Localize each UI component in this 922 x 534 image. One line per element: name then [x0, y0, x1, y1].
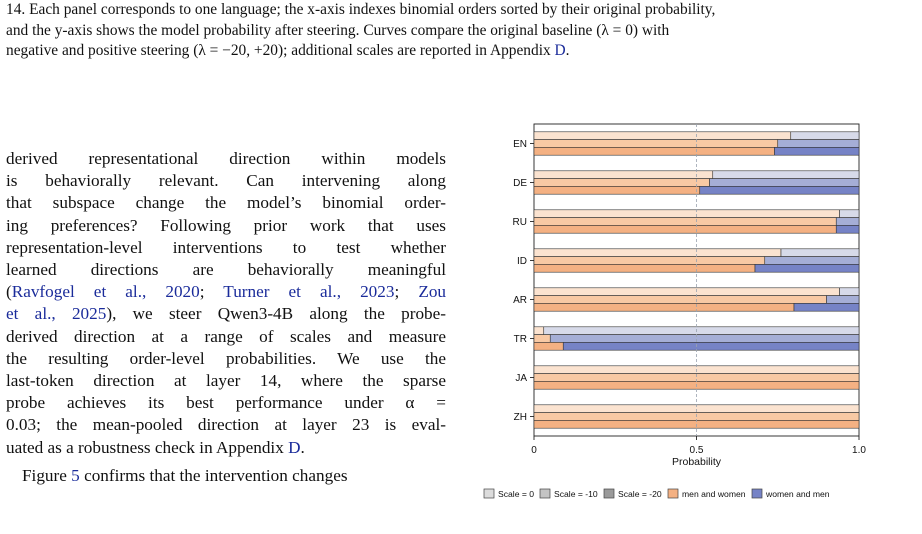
chart-svg: EN DE RU ID AR TR JA ZH 0 0.5 1.0 Probability Scale …: [483, 123, 866, 499]
bar-women-and-men: [562, 342, 860, 351]
bar-men-and-women: [533, 217, 837, 226]
x-tick-label: 1.0: [852, 445, 866, 456]
bar-women-and-men: [839, 287, 860, 296]
body-text: Figure: [22, 465, 72, 485]
y-tick-label: RU: [513, 217, 527, 228]
bar-men-and-women: [533, 334, 551, 343]
bar-men-and-women: [533, 225, 837, 234]
legend-swatch: [667, 488, 679, 499]
bar-women-and-men: [712, 170, 860, 179]
body-line: (Ravfogel et al., 2020; Turner et al., 2…: [6, 281, 446, 303]
body-text: uated as a robustness check in Appendix: [6, 437, 289, 457]
body-line: learned directions are behaviorally mean…: [6, 260, 446, 280]
x-axis-label: Probability: [672, 456, 722, 468]
caption-text: .: [565, 42, 570, 59]
figure-caption: 14. Each panel corresponds to one langua…: [6, 0, 918, 62]
body-line: is behaviorally relevant. Can intervenin…: [6, 171, 446, 191]
bar-women-and-men: [764, 256, 860, 265]
bar-women-and-men: [777, 139, 860, 148]
legend-label: men and women: [682, 489, 746, 499]
body-line: that subspace change the model’s binomia…: [6, 193, 446, 213]
bar-men-and-women: [533, 287, 840, 296]
caption-text: negative and positive steering (λ = −20,…: [6, 42, 555, 59]
body-line: derived direction at a range of scales a…: [6, 326, 446, 346]
body-text: .: [300, 437, 305, 457]
appendix-link[interactable]: D: [554, 42, 566, 59]
legend-label: women and men: [765, 489, 830, 499]
citation-link[interactable]: Turner et al., 2023: [223, 282, 395, 302]
y-tick-label: EN: [513, 139, 527, 150]
bar-women-and-men: [790, 131, 860, 140]
bar-women-and-men: [754, 264, 860, 273]
legend-swatch: [751, 488, 763, 499]
figure-link[interactable]: 5: [71, 465, 80, 485]
bar-women-and-men: [839, 209, 860, 218]
legend-label: Scale = 0: [498, 489, 534, 499]
body-text: ;: [394, 282, 419, 302]
bar-women-and-men: [826, 295, 860, 304]
legend-label: Scale = -10: [554, 489, 598, 499]
caption-line: 14. Each panel corresponds to one langua…: [6, 1, 716, 18]
bar-men-and-women: [533, 303, 795, 312]
bar-women-and-men: [549, 334, 860, 343]
x-tick-label: 0: [531, 445, 537, 456]
body-text: (: [6, 282, 12, 302]
body-line: uated as a robustness check in Appendix …: [6, 437, 446, 459]
legend-swatch: [603, 488, 615, 499]
appendix-link[interactable]: D: [288, 437, 301, 457]
y-tick-label: DE: [513, 178, 527, 189]
citation-link[interactable]: Zou: [418, 282, 447, 302]
bar-men-and-women: [533, 209, 840, 218]
y-tick-label: ZH: [514, 412, 527, 423]
bar-women-and-men: [835, 225, 860, 234]
bar-men-and-women: [533, 256, 766, 265]
bar-women-and-men: [835, 217, 860, 226]
caption-line: negative and positive steering (λ = −20,…: [6, 41, 918, 62]
bar-men-and-women: [533, 131, 792, 140]
body-line: et al., 2025), we steer Qwen3-4B along t…: [6, 303, 446, 325]
legend-swatch: [539, 488, 551, 499]
body-line: the resulting order-level probabilities.…: [6, 348, 446, 368]
bar-men-and-women: [533, 342, 564, 351]
steering-bar-chart: EN DE RU ID AR TR JA ZH 0 0.5 1.0 Probability Scale …: [474, 110, 920, 530]
bar-men-and-women: [533, 248, 782, 257]
bar-women-and-men: [780, 248, 860, 257]
bar-men-and-women: [533, 326, 545, 335]
legend-swatch: [483, 488, 495, 499]
y-tick-label: AR: [513, 295, 527, 306]
legend-label: Scale = -20: [618, 489, 662, 499]
bar-men-and-women: [533, 170, 714, 179]
bar-men-and-women: [533, 178, 710, 187]
body-text: ;: [199, 282, 224, 302]
body-line: 0.03; the mean-pooled direction at layer…: [6, 415, 446, 435]
citation-link[interactable]: Ravfogel et al., 2020: [11, 282, 200, 302]
bar-men-and-women: [533, 295, 827, 304]
body-line: last-token direction at layer 14, where …: [6, 371, 446, 391]
caption-line: and the y-axis shows the model probabili…: [6, 21, 670, 39]
y-tick-label: ID: [517, 256, 527, 267]
bar-men-and-women: [533, 147, 775, 156]
bar-women-and-men: [709, 178, 860, 187]
body-line: ing preferences? Following prior work th…: [6, 215, 446, 235]
y-tick-label: JA: [515, 373, 527, 384]
bar-women-and-men: [793, 303, 860, 312]
body-text: confirms that the intervention changes: [79, 465, 348, 485]
citation-link[interactable]: et al., 2025: [6, 304, 107, 324]
body-paragraph: derived representational direction withi…: [6, 148, 446, 487]
bar-men-and-women: [533, 186, 701, 195]
body-line: Figure 5 confirms that the intervention …: [6, 465, 446, 487]
bar-women-and-men: [699, 186, 860, 195]
body-line: representation-level interventions to te…: [6, 237, 446, 257]
bar-women-and-men: [774, 147, 860, 156]
bar-men-and-women: [533, 264, 756, 273]
body-line: probe achieves its best performance unde…: [6, 393, 446, 413]
y-tick-label: TR: [514, 334, 527, 345]
bar-men-and-women: [533, 139, 779, 148]
x-tick-label: 0.5: [690, 445, 704, 456]
bar-women-and-men: [543, 326, 860, 335]
body-text: ), we steer Qwen3-4B along the probe-: [106, 304, 446, 324]
body-line: derived representational direction withi…: [6, 149, 446, 168]
